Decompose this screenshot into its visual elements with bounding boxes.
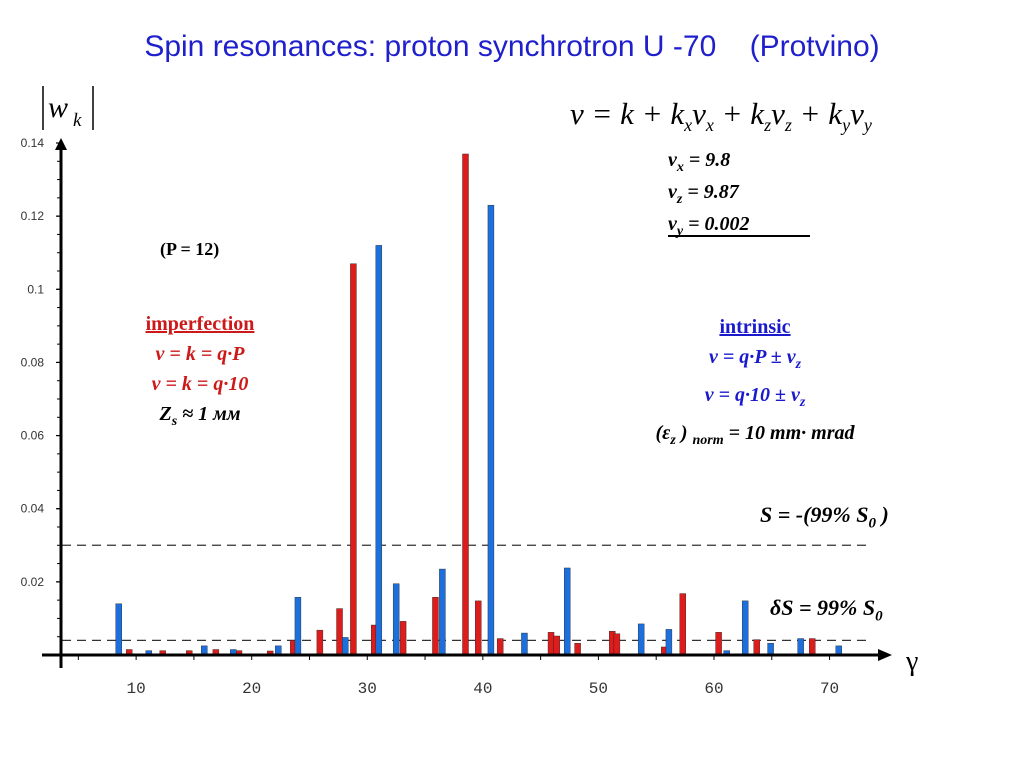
y-tick-label: 0.02 bbox=[21, 575, 45, 589]
intrinsic-block: intrinsic ν = q·P ± νz ν = q·10 ± νz (εz… bbox=[610, 312, 900, 456]
period-note: (P = 12) bbox=[160, 239, 220, 259]
imperfection-bar bbox=[316, 629, 324, 656]
intrinsic-bar bbox=[797, 638, 804, 656]
imperfection-bar bbox=[574, 643, 581, 656]
y-axis-label: w k bbox=[42, 86, 94, 131]
intrinsic-bar bbox=[767, 643, 774, 656]
intrinsic-heading: intrinsic bbox=[719, 316, 791, 338]
intrinsic-bar bbox=[564, 567, 571, 656]
x-tick-label: 30 bbox=[358, 680, 377, 698]
x-tick-label: 40 bbox=[473, 680, 492, 698]
y-tick-label: 0.14 bbox=[21, 136, 45, 150]
imperfection-heading: imperfection bbox=[145, 313, 255, 335]
svg-text:w: w bbox=[48, 91, 68, 124]
imperfection-bar bbox=[753, 639, 760, 656]
intrinsic-bar bbox=[392, 583, 400, 656]
x-tick-label: 70 bbox=[820, 680, 839, 698]
y-tick-label: 0.1 bbox=[27, 282, 44, 296]
intrinsic-bar bbox=[439, 568, 446, 656]
imperfection-bar bbox=[399, 621, 407, 656]
intrinsic-bar bbox=[637, 623, 645, 656]
svg-text:k: k bbox=[73, 110, 82, 131]
imperfection-bar bbox=[350, 263, 357, 656]
s-upper-label: S = -(99% S0 ) bbox=[760, 502, 889, 532]
x-axis-label: γ bbox=[905, 646, 918, 677]
imperfection-bar bbox=[432, 597, 439, 656]
imperfection-bar bbox=[809, 638, 816, 656]
x-tick-label: 60 bbox=[704, 680, 723, 698]
y-tick-label: 0.12 bbox=[21, 209, 45, 223]
x-tick-label: 50 bbox=[589, 680, 608, 698]
intrinsic-bar bbox=[294, 597, 302, 656]
intrinsic-bar bbox=[115, 603, 122, 656]
y-tick-label: 0.06 bbox=[21, 429, 45, 443]
intrinsic-line1: ν = q·P ± νz bbox=[708, 346, 802, 372]
y-tick-label: 0.08 bbox=[21, 355, 45, 369]
imperfection-line3: Zs ≈ 1 мм bbox=[159, 403, 241, 429]
intrinsic-bar bbox=[342, 637, 349, 656]
imperfection-bar bbox=[462, 153, 469, 656]
imperfection-line2: ν = k = q·10 bbox=[151, 373, 249, 395]
tune-formula: ν = k + kxνx + kzνz + kyνy bbox=[570, 96, 872, 136]
imperfection-bar bbox=[679, 593, 686, 656]
x-tick-label: 20 bbox=[242, 680, 261, 698]
intrinsic-line2: ν = q·10 ± νz bbox=[704, 384, 806, 410]
s-lower-label: δS = 99% S0 bbox=[770, 595, 883, 625]
intrinsic-bar bbox=[375, 245, 383, 656]
intrinsic-bar bbox=[665, 629, 673, 656]
imperfection-bar bbox=[496, 638, 504, 656]
x-tick-label: 10 bbox=[127, 680, 146, 698]
intrinsic-bar bbox=[741, 600, 749, 656]
y-tick-label: 0.04 bbox=[21, 502, 45, 516]
imperfection-block: imperfection ν = k = q·P ν = k = q·10 Zs… bbox=[120, 309, 280, 437]
intrinsic-bar bbox=[487, 204, 495, 656]
y-axis-arrow bbox=[55, 138, 67, 150]
imperfection-line1: ν = k = q·P bbox=[155, 343, 245, 365]
intrinsic-line3: (εz ) norm = 10 mm· mrad bbox=[655, 422, 855, 448]
imperfection-bar bbox=[553, 635, 561, 656]
imperfection-bar bbox=[715, 632, 722, 656]
imperfection-bar bbox=[547, 632, 555, 656]
x-axis-arrow bbox=[878, 649, 892, 661]
nu-y-value: νy = 0.002 bbox=[668, 213, 750, 239]
slide-title: Spin resonances: proton synchrotron U -7… bbox=[144, 30, 880, 63]
nu-x-value: νx = 9.8 bbox=[668, 149, 731, 175]
imperfection-bar bbox=[336, 608, 343, 656]
imperfection-bar bbox=[613, 633, 621, 656]
imperfection-bar bbox=[475, 600, 482, 656]
intrinsic-bar bbox=[521, 632, 528, 656]
nu-z-value: νz = 9.87 bbox=[668, 181, 739, 207]
